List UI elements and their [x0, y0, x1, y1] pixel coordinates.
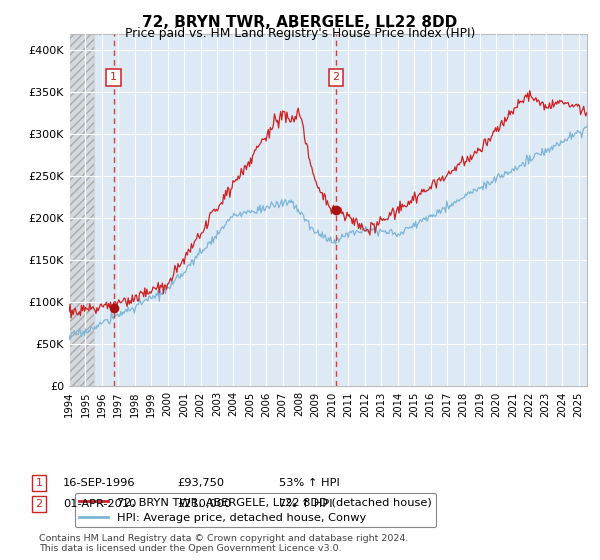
Text: £210,000: £210,000 — [177, 499, 231, 509]
Text: 1: 1 — [35, 478, 43, 488]
Text: 2: 2 — [332, 72, 340, 82]
Text: 1: 1 — [110, 72, 117, 82]
Text: Contains HM Land Registry data © Crown copyright and database right 2024.
This d: Contains HM Land Registry data © Crown c… — [39, 534, 409, 553]
Text: 2: 2 — [35, 499, 43, 509]
Text: 16-SEP-1996: 16-SEP-1996 — [63, 478, 136, 488]
Text: 72, BRYN TWR, ABERGELE, LL22 8DD: 72, BRYN TWR, ABERGELE, LL22 8DD — [142, 15, 458, 30]
Bar — [69, 34, 94, 386]
Bar — [69, 34, 94, 386]
Text: 01-APR-2010: 01-APR-2010 — [63, 499, 136, 509]
Legend: 72, BRYN TWR, ABERGELE, LL22 8DD (detached house), HPI: Average price, detached : 72, BRYN TWR, ABERGELE, LL22 8DD (detach… — [74, 493, 436, 528]
Text: Price paid vs. HM Land Registry's House Price Index (HPI): Price paid vs. HM Land Registry's House … — [125, 27, 475, 40]
Text: 7% ↑ HPI: 7% ↑ HPI — [279, 499, 332, 509]
Text: £93,750: £93,750 — [177, 478, 224, 488]
Text: 53% ↑ HPI: 53% ↑ HPI — [279, 478, 340, 488]
